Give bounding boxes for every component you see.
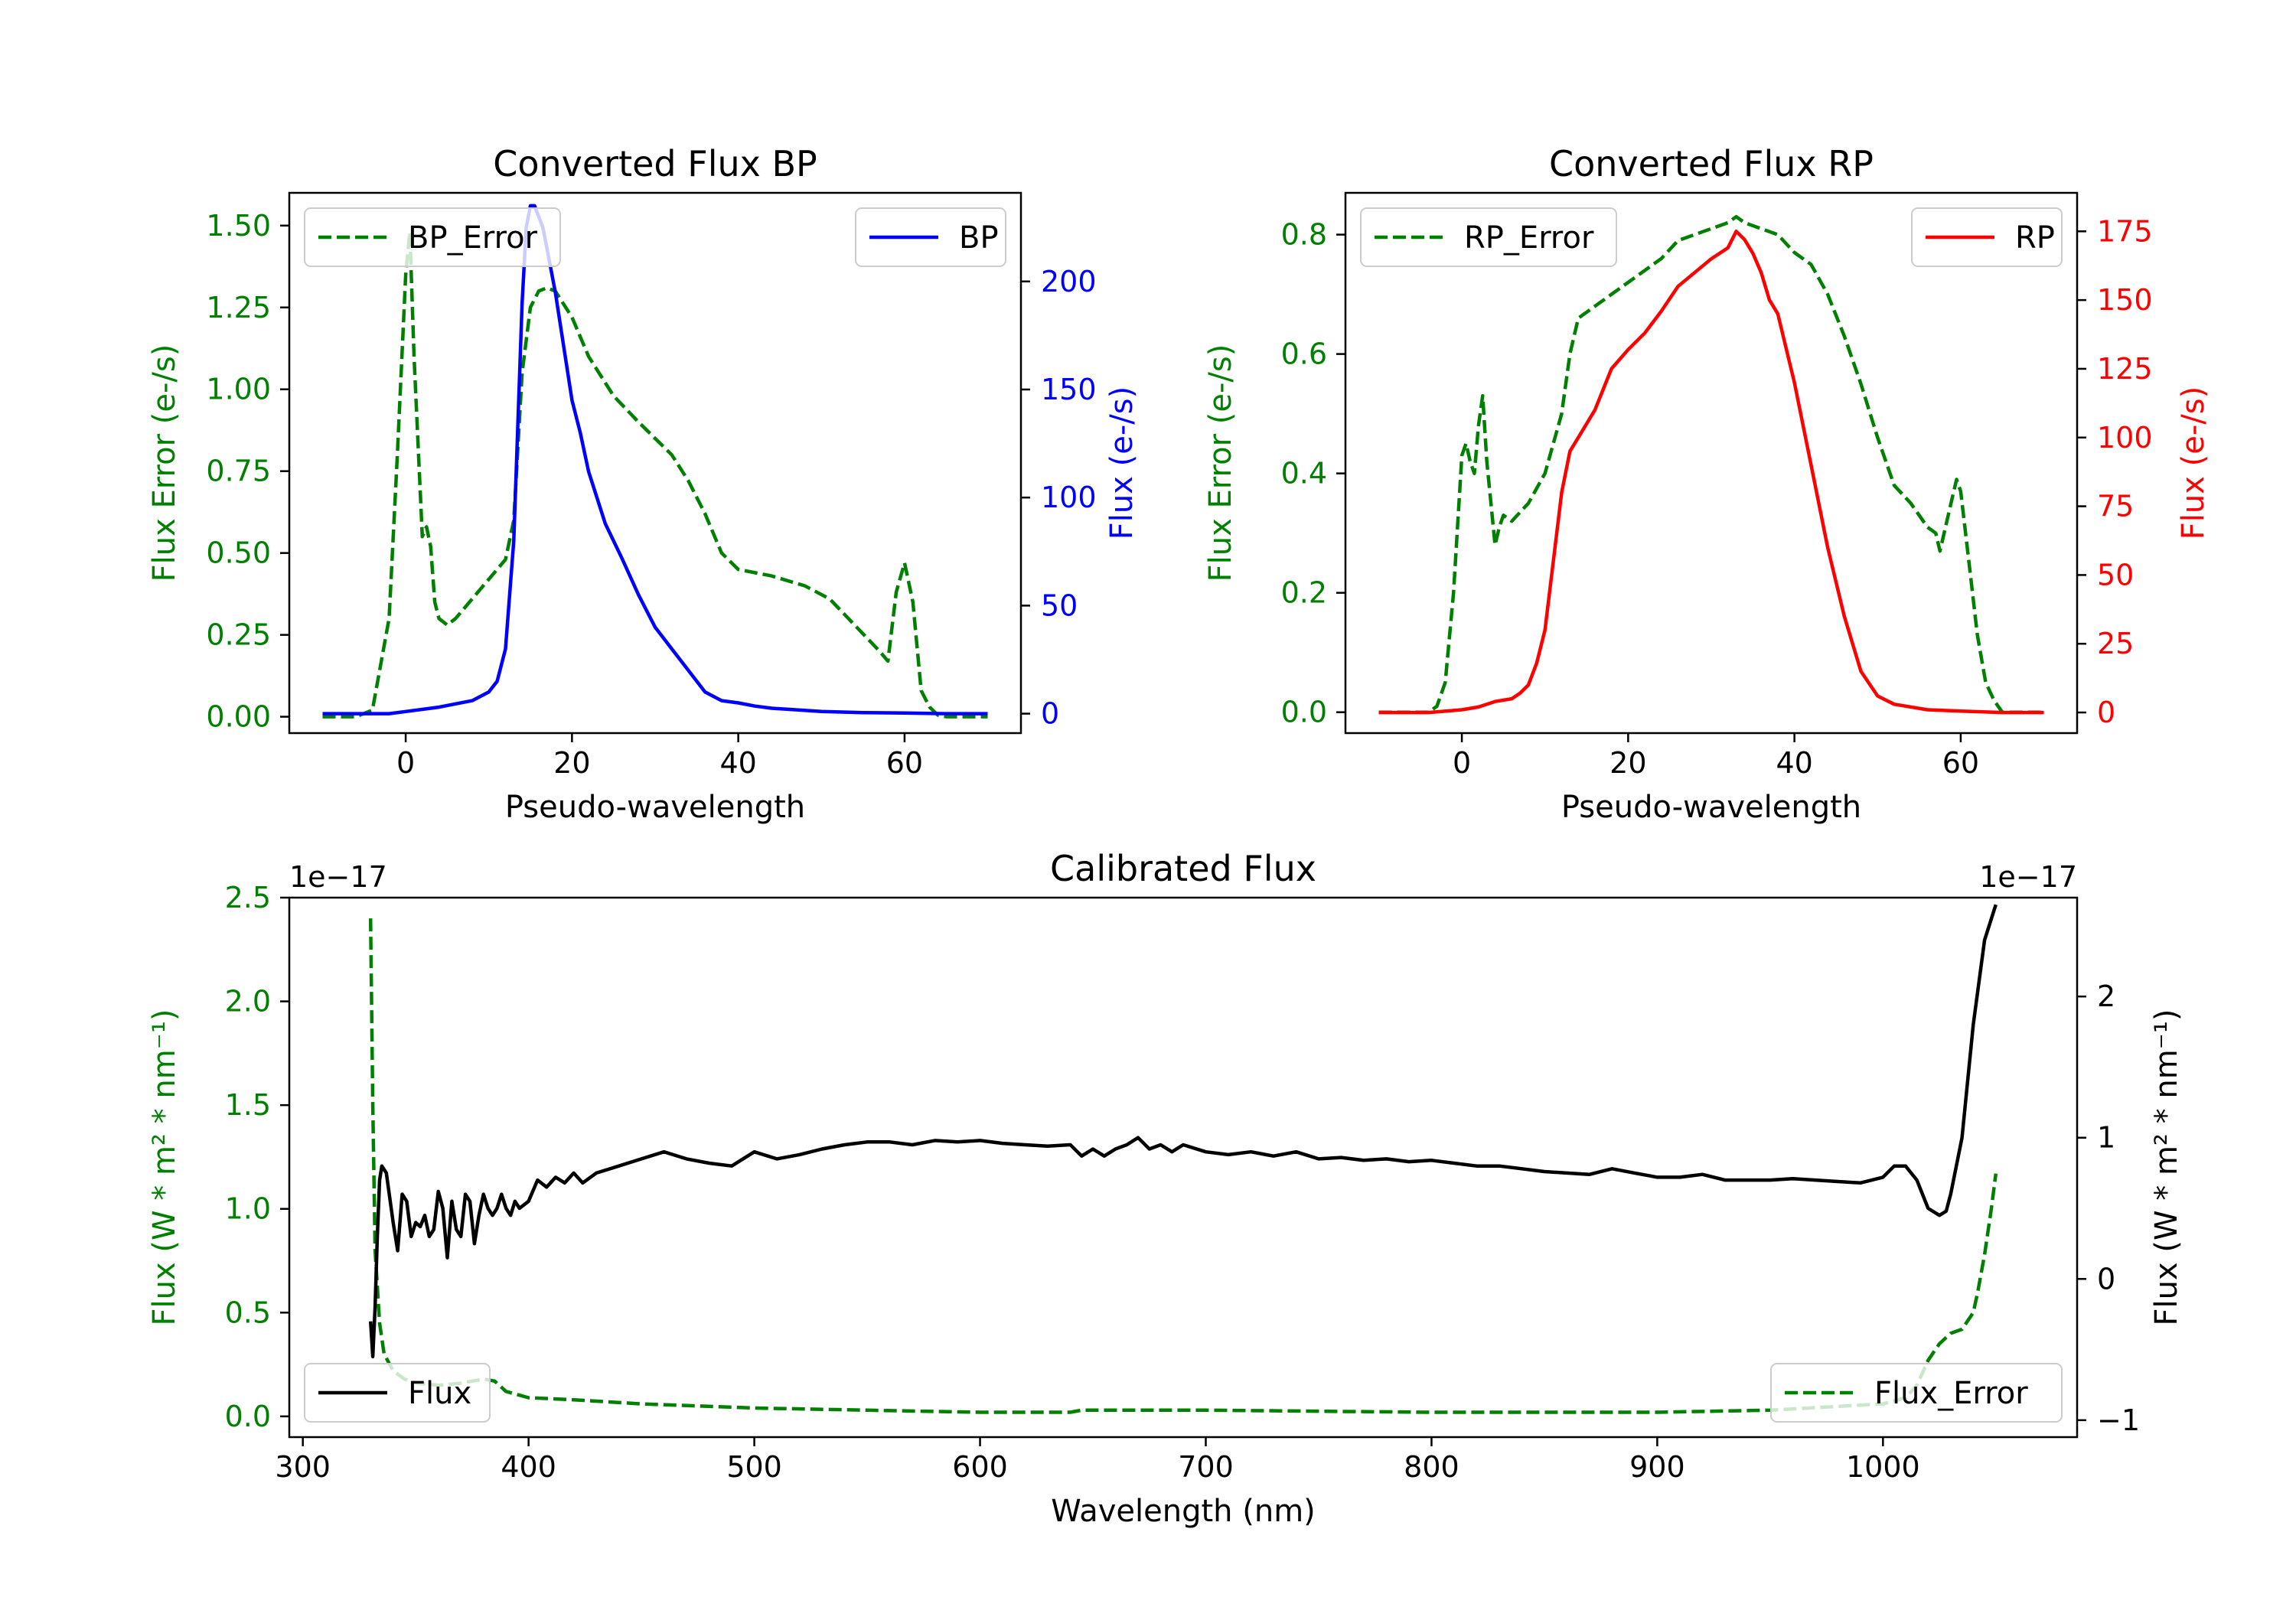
y-right-tick-label: 2 (2097, 980, 2115, 1013)
y-right-tick-label: 0 (2097, 696, 2115, 729)
y-left-tick-label: 1.25 (206, 291, 271, 324)
x-tick-label: 60 (886, 746, 923, 780)
y-left-tick-label: 2.5 (225, 881, 271, 914)
y-left-tick-label: 0.00 (206, 700, 271, 734)
y-left-tick-label: 0.8 (1281, 218, 1327, 252)
legend-box (304, 1363, 491, 1423)
y-right-tick-label: 1 (2097, 1121, 2115, 1155)
calibrated-chart-panel: 300 400 500 600 700 800 900 1000 0.0 0.5 1.0 1.5 2.0… (147, 848, 2184, 1529)
x-tick-label: 1000 (1846, 1450, 1920, 1484)
chart-title: Converted Flux RP (1549, 143, 1874, 184)
y-left-offset-text: 1e−17 (289, 860, 387, 894)
y-right-tick-label: 0 (2097, 1262, 2115, 1296)
y-right-offset-text: 1e−17 (1979, 860, 2077, 894)
series-line-rp (1378, 230, 2044, 715)
x-tick-label: 900 (1629, 1450, 1685, 1484)
x-tick-label: 60 (1942, 746, 1979, 780)
x-tick-label: 600 (952, 1450, 1008, 1484)
y-right-tick-label: 100 (2097, 421, 2153, 455)
y-left-tick-label: 2.0 (225, 985, 271, 1019)
y-left-tick-label: 0.50 (206, 536, 271, 570)
y-left-tick-label: 1.5 (225, 1088, 271, 1122)
y-right-tick-label: 75 (2097, 490, 2134, 523)
y-left-tick-label: 0.4 (1281, 457, 1327, 491)
y-right-tick-label: 125 (2097, 352, 2153, 386)
legend-left: Flux (304, 1363, 491, 1423)
y-right-tick-label: 100 (1041, 481, 1097, 514)
x-axis-label: Pseudo-wavelength (505, 790, 805, 825)
x-tick-label: 40 (1776, 746, 1812, 780)
bp-chart-panel: 0 20 40 60 0.00 0.25 0.50 0.75 1.00 1.25 1.50 0 50 10… (147, 143, 1140, 825)
x-tick-label: 20 (1609, 746, 1646, 780)
y-left-tick-label: 1.0 (225, 1192, 271, 1226)
legend-left: BP_Error (304, 207, 561, 267)
y-right-tick-label: 50 (2097, 558, 2134, 592)
legend-box (1360, 207, 1617, 267)
legend-box (1770, 1363, 2063, 1423)
y-left-axis-label: Flux Error (e-/s) (147, 344, 182, 582)
x-axis-label: Pseudo-wavelength (1561, 790, 1861, 825)
x-tick-label: 700 (1178, 1450, 1234, 1484)
series-line-flux (368, 904, 1998, 1359)
y-left-tick-label: 0.2 (1281, 576, 1327, 610)
legend-label: Flux (408, 1376, 471, 1411)
legend-right: RP (1911, 207, 2063, 267)
series-line-rp-error (1378, 214, 2044, 714)
legend-label: RP (2015, 220, 2055, 256)
x-tick-label: 40 (719, 746, 756, 780)
y-right-axis-label: Flux (e-/s) (1104, 386, 1140, 539)
x-tick-label: 0 (1453, 746, 1471, 780)
y-left-tick-label: 0.0 (225, 1400, 271, 1433)
legend-label: BP (959, 220, 999, 256)
chart-title: Converted Flux BP (493, 143, 817, 184)
series-line-bp (322, 204, 988, 715)
axes-frame (1344, 191, 2079, 735)
series-group (322, 204, 988, 719)
y-left-tick-label: 0.25 (206, 618, 271, 652)
axes-frame (288, 191, 1022, 735)
x-tick-label: 20 (553, 746, 590, 780)
axes-frame (288, 896, 2079, 1439)
y-right-tick-label: 50 (1041, 588, 1078, 622)
x-tick-label: 500 (726, 1450, 782, 1484)
x-tick-label: 400 (501, 1450, 556, 1484)
legend-label: RP_Error (1464, 220, 1594, 256)
series-line-bp-error (322, 230, 988, 719)
y-right-tick-label: 150 (1041, 373, 1097, 406)
y-right-tick-label: 25 (2097, 627, 2134, 660)
y-right-tick-label: 0 (1041, 697, 1059, 731)
x-tick-label: 800 (1404, 1450, 1459, 1484)
legend-box (304, 207, 561, 267)
y-left-tick-label: 0.75 (206, 455, 271, 488)
y-left-tick-label: 0.6 (1281, 337, 1327, 371)
y-left-tick-label: 1.50 (206, 209, 271, 243)
legend-right: BP (855, 207, 1006, 267)
legend-right: Flux_Error (1770, 1363, 2063, 1423)
y-left-tick-label: 1.00 (206, 373, 271, 406)
chart-title: Calibrated Flux (1050, 848, 1316, 889)
y-left-tick-label: 0.5 (225, 1296, 271, 1329)
x-tick-label: 300 (275, 1450, 331, 1484)
legend-label: BP_Error (408, 220, 538, 256)
y-right-axis-label: Flux (e-/s) (2176, 386, 2211, 539)
y-right-tick-label: −1 (2097, 1403, 2140, 1437)
y-left-tick-label: 0.0 (1281, 696, 1327, 729)
legend-left: RP_Error (1360, 207, 1617, 267)
x-axis-label: Wavelength (nm) (1051, 1494, 1316, 1529)
y-right-tick-label: 150 (2097, 283, 2153, 317)
rp-chart-panel: 0 20 40 60 0.0 0.2 0.4 0.6 0.8 0 25 50 75 100 125 150 17… (1203, 143, 2211, 825)
legend-label: Flux_Error (1874, 1376, 2028, 1411)
y-right-tick-label: 200 (1041, 265, 1097, 298)
y-right-tick-label: 175 (2097, 214, 2153, 248)
y-left-axis-label: Flux (W * m² * nm⁻¹) (147, 1009, 182, 1326)
x-tick-label: 0 (396, 746, 415, 780)
series-group (1378, 214, 2044, 715)
y-right-axis-label: Flux (W * m² * nm⁻¹) (2149, 1009, 2184, 1326)
y-left-axis-label: Flux Error (e-/s) (1203, 344, 1238, 582)
